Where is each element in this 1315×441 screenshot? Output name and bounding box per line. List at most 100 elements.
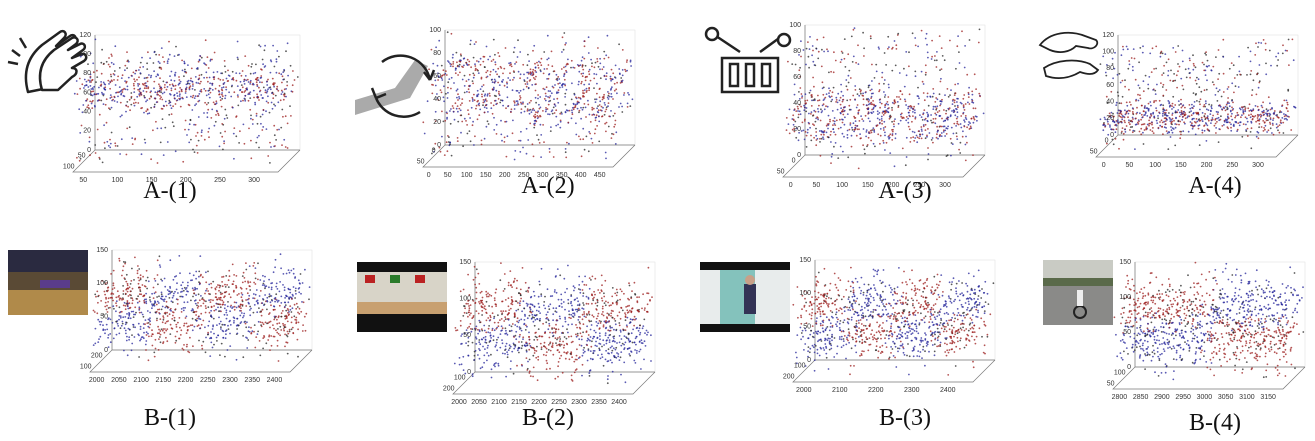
event-point [298, 287, 300, 289]
event-point [178, 79, 180, 81]
event-point [1179, 112, 1181, 114]
event-point [952, 143, 954, 145]
event-point [509, 79, 511, 81]
event-point [828, 136, 830, 138]
event-point [502, 353, 504, 355]
event-point [535, 111, 537, 113]
event-point [147, 310, 149, 312]
event-point [1141, 105, 1143, 107]
event-point [192, 81, 194, 83]
event-point [215, 121, 217, 123]
event-point [1270, 127, 1272, 129]
event-point [860, 93, 862, 95]
event-point [247, 299, 249, 301]
event-point [175, 342, 177, 344]
event-point [222, 330, 224, 332]
event-point [104, 329, 106, 331]
event-point [1214, 119, 1216, 121]
event-point [460, 114, 462, 116]
event-point [105, 297, 107, 299]
event-point [228, 293, 230, 295]
event-point [1244, 106, 1246, 108]
event-point [1168, 112, 1170, 114]
event-point [133, 326, 135, 328]
event-point [129, 109, 131, 111]
event-point [279, 305, 281, 307]
event-point [1128, 60, 1130, 62]
event-point [539, 96, 541, 98]
event-point [1129, 101, 1131, 103]
event-point [172, 315, 174, 317]
event-point [1237, 114, 1239, 116]
event-point [297, 312, 299, 314]
event-point [590, 329, 592, 331]
event-point [1210, 110, 1212, 112]
event-point [179, 327, 181, 329]
event-point [960, 127, 962, 129]
event-point [140, 326, 142, 328]
event-point [1215, 127, 1217, 129]
event-point [162, 108, 164, 110]
event-point [277, 301, 279, 303]
event-point [1156, 84, 1158, 86]
event-point [122, 316, 124, 318]
event-point [821, 49, 823, 51]
event-point [1207, 125, 1209, 127]
event-point [566, 63, 568, 65]
event-point [965, 144, 967, 146]
event-point [143, 332, 145, 334]
event-point [221, 123, 223, 125]
event-point [258, 87, 260, 89]
event-point [1151, 124, 1153, 126]
event-point [154, 278, 156, 280]
event-point [506, 156, 508, 158]
event-point [219, 287, 221, 289]
event-point [504, 141, 506, 143]
event-point [483, 56, 485, 58]
event-point [908, 65, 910, 67]
event-point [1247, 128, 1249, 130]
event-point [593, 108, 595, 110]
event-point [1229, 68, 1231, 70]
event-point [159, 87, 161, 89]
event-point [157, 274, 159, 276]
event-point [222, 79, 224, 81]
event-point [126, 154, 128, 156]
event-point [1277, 59, 1279, 61]
event-point [275, 286, 277, 288]
event-point [602, 99, 604, 101]
event-point [443, 100, 445, 102]
event-point [119, 67, 121, 69]
event-point [855, 89, 857, 91]
event-point [610, 359, 612, 361]
event-point [816, 39, 818, 41]
event-point [1121, 113, 1123, 115]
event-point [493, 69, 495, 71]
event-point [111, 132, 113, 134]
event-point [452, 57, 454, 59]
event-point [224, 304, 226, 306]
event-point [476, 105, 478, 107]
event-point [840, 104, 842, 106]
event-point [145, 340, 147, 342]
event-point [966, 142, 968, 144]
event-point [148, 359, 150, 361]
event-point [805, 131, 807, 133]
event-point [177, 99, 179, 101]
event-point [856, 107, 858, 109]
event-point [815, 131, 817, 133]
event-point [245, 262, 247, 264]
event-point [121, 138, 123, 140]
event-point [221, 72, 223, 74]
event-point [583, 84, 585, 86]
event-point [912, 32, 914, 34]
event-point [489, 93, 491, 95]
event-point [184, 323, 186, 325]
event-point [956, 138, 958, 140]
event-point [625, 342, 627, 344]
event-point [1252, 108, 1254, 110]
event-point [961, 103, 963, 105]
event-point [305, 330, 307, 332]
event-point [1247, 121, 1249, 123]
event-point [874, 146, 876, 148]
